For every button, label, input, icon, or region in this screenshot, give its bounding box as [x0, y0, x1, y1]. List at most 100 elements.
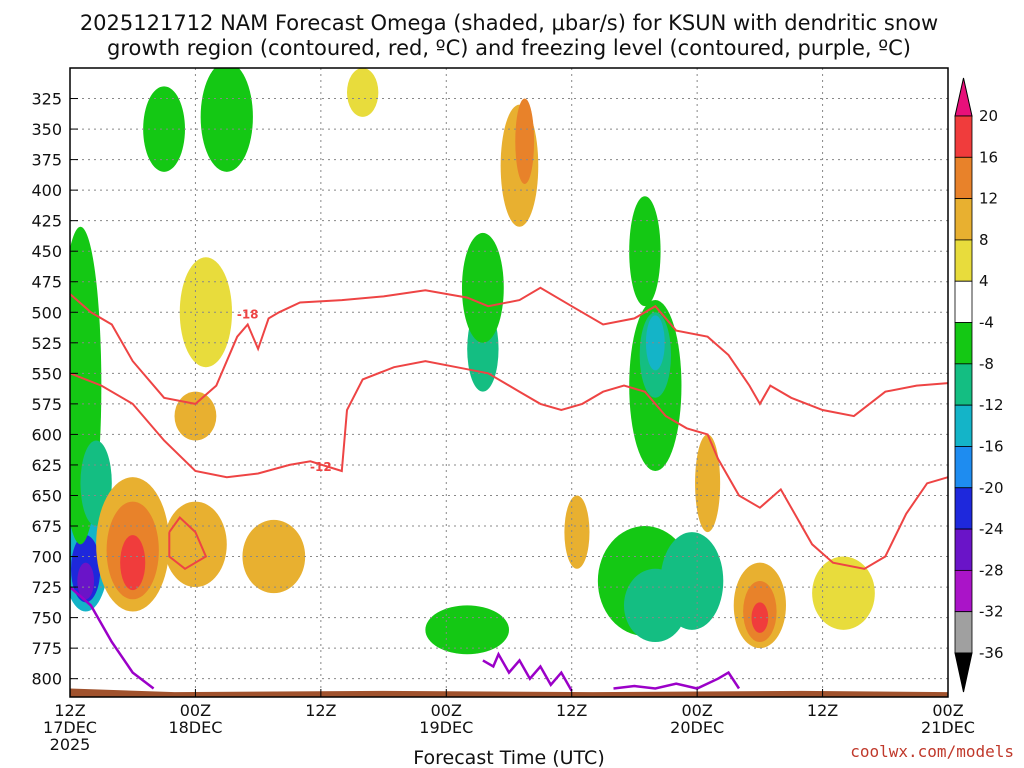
- omega-cell: [346, 68, 379, 117]
- colorbar-segment: [954, 280, 973, 323]
- y-tick-label: 450: [31, 242, 62, 261]
- omega-cell: [564, 495, 590, 569]
- colorbar-bottom-arrow: [954, 652, 973, 693]
- snow-contour-label: -18: [237, 307, 259, 321]
- colorbar-segment: [954, 611, 973, 654]
- y-tick-label: 775: [31, 639, 62, 658]
- omega-cell: [164, 501, 227, 588]
- y-tick-label: 400: [31, 181, 62, 200]
- x-tick-label: 00Z: [681, 701, 712, 720]
- x-tick-label: 12Z: [305, 701, 336, 720]
- colorbar-segment: [954, 239, 973, 282]
- title-line-1: 2025121712 NAM Forecast Omega (shaded, μ…: [80, 11, 938, 35]
- colorbar-tick-label: 20: [979, 107, 998, 125]
- omega-cell: [77, 562, 95, 600]
- omega-cell: [695, 434, 721, 533]
- y-tick-label: 350: [31, 120, 62, 139]
- y-tick-label: 550: [31, 364, 62, 383]
- colorbar-segment: [954, 322, 973, 365]
- x-tick-label: 00Z: [180, 701, 211, 720]
- plot-frame: [69, 67, 949, 698]
- colorbar-tick-label: -12: [979, 396, 1004, 414]
- x-axis-label: Forecast Time (UTC): [413, 747, 604, 768]
- y-tick-label: 650: [31, 486, 62, 505]
- omega-cell: [242, 519, 306, 594]
- y-axis: 325 350 375 400 425 450 475 500 525 550 575 600 625 6…: [31, 90, 78, 689]
- colorbar-segment: [954, 569, 973, 613]
- snow-contour-line: [69, 286, 949, 418]
- y-tick-label: 725: [31, 578, 62, 597]
- omega-cell: [629, 196, 661, 307]
- colorbar-segment: [954, 446, 973, 489]
- omega-cell: [461, 232, 504, 343]
- snow-contour-line: [168, 515, 208, 571]
- omega-cell: [200, 68, 253, 172]
- freezing-level-contours: [70, 586, 741, 692]
- y-tick-label: 575: [31, 395, 62, 414]
- colorbar-tick-label: -20: [979, 479, 1004, 497]
- x-tick-label: 12Z: [556, 701, 587, 720]
- colorbar-tick-label: -4: [979, 314, 994, 332]
- colorbar-segment: [954, 198, 973, 241]
- title-line-2: growth region (contoured, red, ºC) and f…: [107, 36, 911, 60]
- snow-contour-line: [69, 360, 949, 570]
- omega-cell: [812, 556, 875, 630]
- colorbar-segment: [954, 528, 973, 571]
- colorbar-segment: [954, 487, 973, 530]
- plot-border: [69, 67, 949, 698]
- y-tick-label: 600: [31, 425, 62, 444]
- y-tick-label: 375: [31, 151, 62, 170]
- ground-fill: [70, 688, 948, 697]
- x-tick-label: 12Z: [807, 701, 838, 720]
- colorbar-top-arrow: [954, 77, 973, 117]
- colorbar-tick-label: 12: [979, 190, 998, 208]
- y-tick-label: 500: [31, 303, 62, 322]
- omega-cell: [645, 315, 665, 371]
- x-tick-label: 00Z: [431, 701, 462, 720]
- x-tick-label: 21DEC: [921, 718, 975, 737]
- colorbar-tick-label: 8: [979, 231, 989, 249]
- omega-cell: [120, 535, 146, 591]
- y-tick-label: 325: [31, 90, 62, 109]
- y-tick-label: 675: [31, 517, 62, 536]
- y-tick-label: 475: [31, 273, 62, 292]
- colorbar-tick-label: -32: [979, 603, 1004, 621]
- freezing-contour-line: [70, 586, 155, 690]
- y-tick-label: 525: [31, 334, 62, 353]
- x-tick-label: 18DEC: [168, 718, 222, 737]
- colorbar-tick-label: 4: [979, 272, 989, 290]
- grid-lines: [70, 68, 948, 697]
- colorbar-tick-label: -36: [979, 644, 1004, 662]
- snow-growth-contours: -18 -12: [69, 286, 949, 571]
- x-tick-label: 17DEC: [43, 718, 97, 737]
- omega-cell: [179, 257, 233, 368]
- colorbar-segment: [954, 404, 973, 447]
- x-tick-label: 20DEC: [670, 718, 724, 737]
- colorbar-segment: [954, 156, 973, 200]
- ground-strip: [70, 688, 948, 697]
- y-tick-label: 800: [31, 670, 62, 689]
- omega-cell: [143, 86, 185, 172]
- omega-cell: [751, 602, 769, 633]
- y-tick-label: 750: [31, 609, 62, 628]
- colorbar-tick-label: -24: [979, 520, 1004, 538]
- colorbar-tick-label: -8: [979, 355, 994, 373]
- x-tick-label: 00Z: [932, 701, 963, 720]
- y-tick-label: 700: [31, 548, 62, 567]
- y-tick-label: 425: [31, 212, 62, 231]
- colorbar: 20 16 12 8 4 -4 -8 -12 -16 -20 -24 -28 -32 -36: [954, 77, 1004, 693]
- x-tick-label: 19DEC: [419, 718, 473, 737]
- omega-cell: [425, 605, 510, 655]
- colorbar-tick-label: -28: [979, 561, 1004, 579]
- freezing-contour-line: [613, 670, 741, 690]
- colorbar-segment: [954, 115, 973, 158]
- snow-contour-label: -12: [310, 460, 332, 474]
- freezing-contour-line: [482, 651, 573, 692]
- y-tick-label: 625: [31, 456, 62, 475]
- colorbar-tick-label: -16: [979, 437, 1004, 455]
- omega-cell: [660, 532, 724, 630]
- credit-text: coolwx.com/models: [850, 742, 1014, 761]
- x-tick-label: 12Z: [54, 701, 85, 720]
